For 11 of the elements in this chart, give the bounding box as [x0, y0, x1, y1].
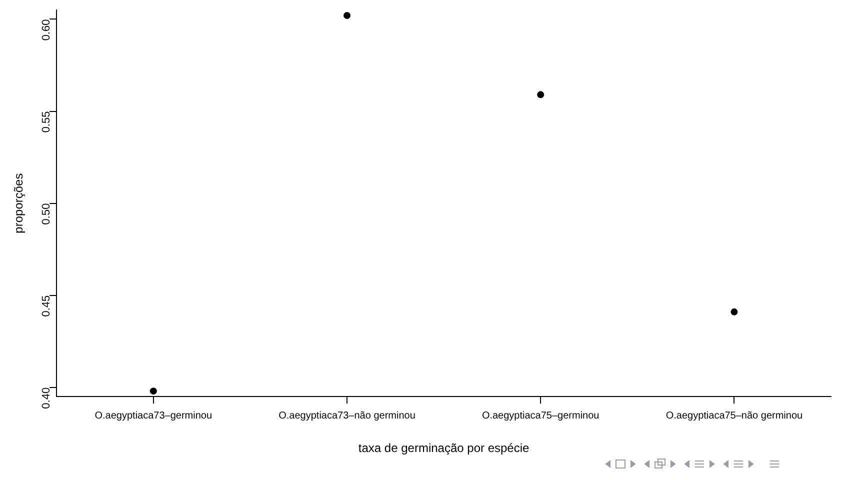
y-axis-title: proporções [12, 173, 26, 234]
x-tick-label: O.aegyptiaca73–não germinou [278, 410, 416, 422]
x-tick-label: O.aegyptiaca75–não germinou [666, 410, 803, 422]
y-tick-label: 0.50 [40, 203, 53, 225]
y-tick-label: 0.55 [40, 111, 53, 133]
x-axis-title: taxa de germinação por espécie [358, 441, 530, 456]
x-tick-label: O.aegyptiaca73–germinou [94, 410, 212, 422]
y-tick-label: 0.60 [40, 19, 53, 41]
x-tick-label: O.aegyptiaca75–germinou [482, 410, 600, 422]
y-tick-label: 0.40 [40, 387, 53, 409]
y-tick-label: 0.45 [40, 295, 53, 317]
